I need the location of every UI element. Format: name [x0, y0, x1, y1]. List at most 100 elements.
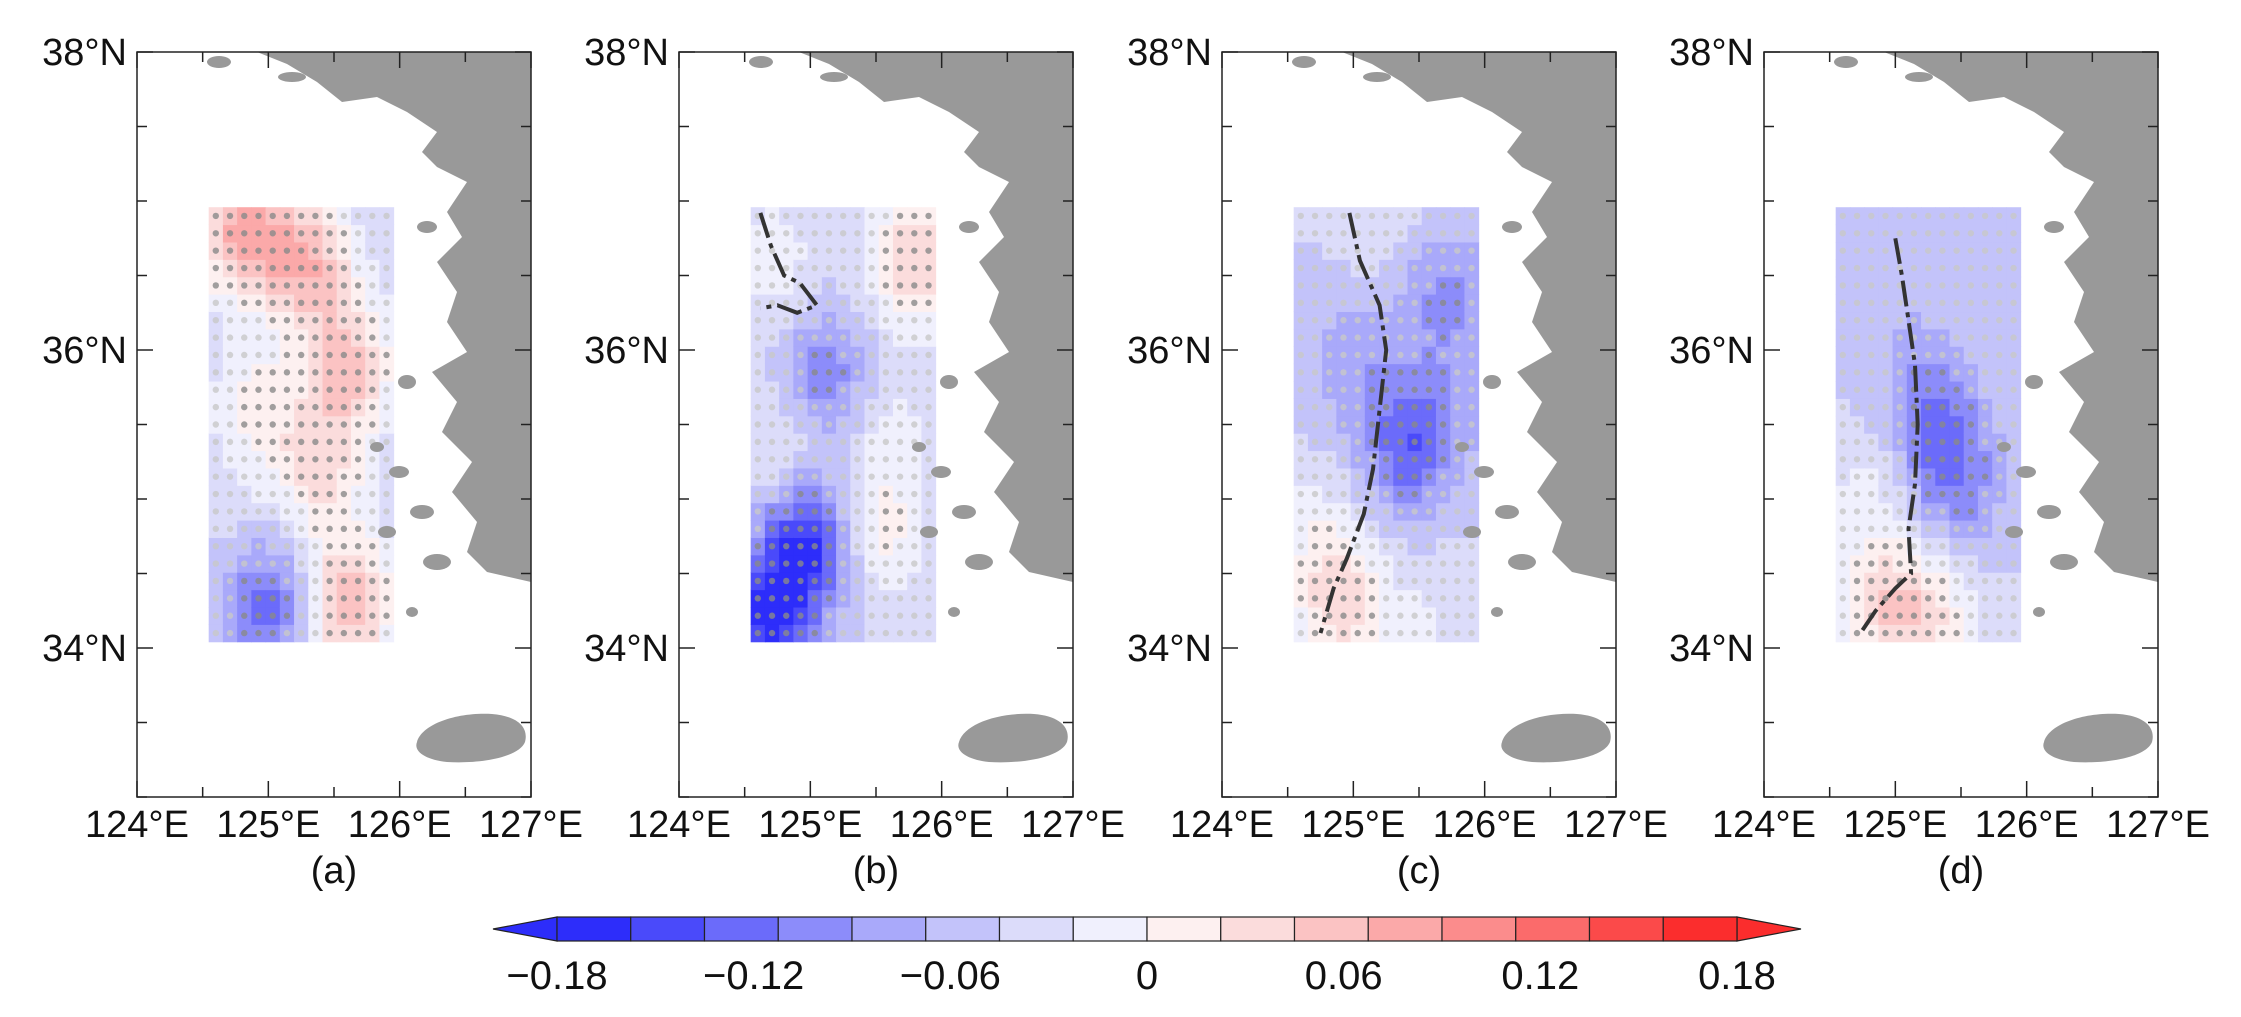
x-tick-label: 126°E — [1975, 804, 2079, 846]
x-tick-label: 125°E — [216, 804, 320, 846]
significance-dot — [768, 577, 776, 585]
significance-dot — [212, 595, 219, 602]
significance-dot — [212, 560, 219, 567]
significance-dot — [911, 264, 918, 272]
significance-dot — [1368, 525, 1376, 532]
significance-dot — [1425, 421, 1433, 428]
significance-dot — [1354, 560, 1361, 567]
significance-dot — [255, 403, 262, 411]
significance-dot — [1839, 264, 1846, 272]
significance-dot — [868, 421, 875, 428]
colorbar-segment — [1072, 916, 1148, 942]
significance-dot — [354, 508, 362, 515]
significance-dot — [1311, 212, 1319, 220]
significance-dot — [1468, 212, 1475, 220]
significance-dot — [1967, 386, 1975, 393]
significance-dot — [1910, 577, 1918, 585]
significance-dot — [754, 351, 761, 359]
significance-dot — [825, 230, 833, 237]
significance-dot — [269, 595, 276, 602]
significance-dot — [1397, 264, 1404, 272]
significance-dot — [1382, 473, 1390, 480]
significance-dot — [297, 299, 305, 307]
significance-dot — [340, 525, 348, 532]
significance-dot — [854, 595, 861, 602]
significance-dot — [1839, 542, 1846, 550]
significance-dot — [882, 334, 890, 341]
significance-dot — [354, 334, 362, 341]
significance-dot — [1996, 560, 2003, 567]
significance-dot — [783, 560, 790, 567]
significance-dot — [1368, 264, 1376, 272]
significance-dot — [925, 369, 932, 376]
significance-dot — [1368, 369, 1376, 376]
significance-dot — [754, 282, 761, 289]
significance-dot — [1368, 386, 1376, 393]
significance-dot — [255, 386, 262, 393]
significance-dot — [1868, 456, 1875, 463]
significance-dot — [226, 369, 234, 376]
significance-dot — [1411, 542, 1418, 550]
significance-dot — [811, 490, 818, 498]
significance-dot — [1340, 334, 1347, 341]
significance-dot — [340, 264, 348, 272]
significance-dot — [241, 542, 248, 550]
significance-dot — [1924, 595, 1932, 602]
colorbar-segment — [1515, 916, 1591, 942]
significance-dot — [297, 508, 305, 515]
colorbar-tick-label: 0.12 — [1501, 954, 1579, 998]
panel-label: (b) — [853, 850, 899, 892]
significance-dot — [383, 351, 390, 359]
significance-dot — [896, 560, 904, 567]
x-tick-label: 126°E — [890, 804, 994, 846]
significance-dot — [326, 282, 333, 289]
significance-dot — [1397, 438, 1404, 446]
significance-dot — [811, 542, 818, 550]
significance-dot — [1924, 525, 1932, 532]
significance-dot — [340, 403, 348, 411]
significance-dot — [383, 386, 390, 393]
significance-dot — [1939, 351, 1946, 359]
significance-dot — [797, 247, 804, 254]
significance-dot — [354, 473, 362, 480]
significance-dot — [1397, 386, 1404, 393]
significance-dot — [754, 629, 761, 637]
significance-dot — [1953, 473, 1960, 480]
significance-dot — [1996, 334, 2003, 341]
significance-dot — [896, 299, 904, 307]
significance-dot — [1468, 473, 1475, 480]
significance-dot — [797, 230, 804, 237]
significance-dot — [312, 403, 319, 411]
significance-dot — [326, 438, 333, 446]
significance-dot — [283, 282, 291, 289]
significance-dot — [1868, 230, 1875, 237]
significance-dot — [1411, 473, 1418, 480]
significance-dot — [811, 282, 818, 289]
significance-dot — [2010, 264, 2017, 272]
significance-dot — [768, 421, 776, 428]
significance-dot — [297, 456, 305, 463]
significance-dot — [1953, 386, 1960, 393]
significance-dot — [312, 282, 319, 289]
significance-dot — [383, 577, 390, 585]
significance-dot — [868, 369, 875, 376]
significance-dot — [1839, 351, 1846, 359]
significance-dot — [297, 560, 305, 567]
significance-dot — [255, 490, 262, 498]
significance-dot — [1368, 560, 1376, 567]
significance-dot — [312, 612, 319, 619]
significance-dot — [825, 560, 833, 567]
significance-dot — [1939, 490, 1946, 498]
significance-dot — [1368, 595, 1376, 602]
significance-dot — [283, 230, 291, 237]
significance-dot — [269, 369, 276, 376]
significance-dot — [882, 473, 890, 480]
significance-dot — [882, 369, 890, 376]
significance-dot — [1924, 212, 1932, 220]
significance-dot — [768, 508, 776, 515]
significance-dot — [783, 386, 790, 393]
significance-dot — [226, 456, 234, 463]
significance-dot — [2010, 612, 2017, 619]
significance-dot — [354, 299, 362, 307]
